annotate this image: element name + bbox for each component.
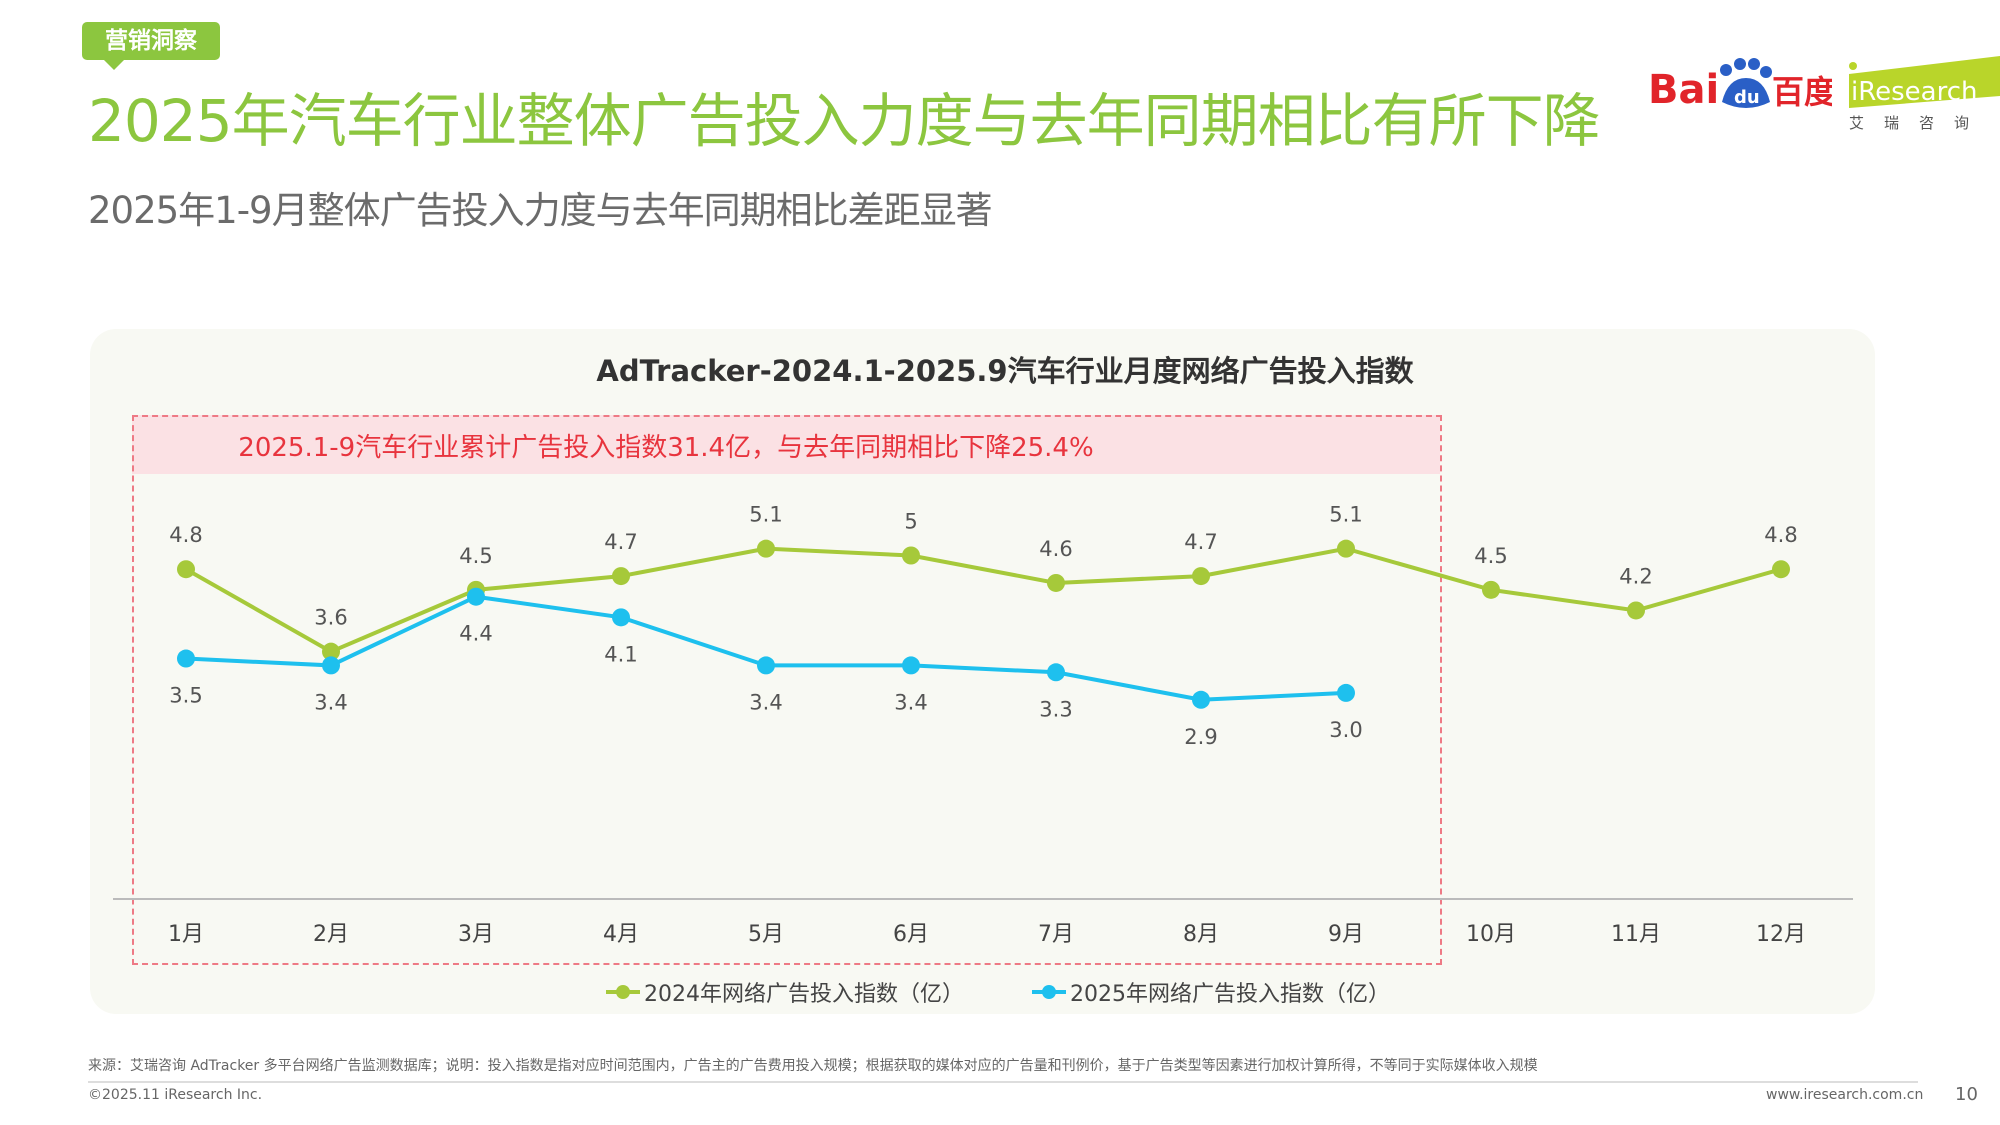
source-note: 来源：艾瑞咨询 AdTracker 多平台网络广告监测数据库；说明：投入指数是指… [88,1058,1538,1074]
data-label: 4.7 [1184,530,1217,554]
data-label: 3.5 [169,684,202,708]
data-point [612,608,630,627]
legend-item-2025: 2025年网络广告投入指数（亿） [1032,976,1390,1008]
page-number: 10 [1955,1084,1978,1105]
x-tick-label: 11月 [1611,922,1661,947]
data-label: 3.3 [1039,697,1072,721]
data-point [1337,683,1355,702]
data-point [1482,580,1500,599]
data-point [177,649,195,668]
data-point [757,539,775,558]
section-tag: 营销洞察 [82,22,220,70]
page-subtitle: 2025年1-9月整体广告投入力度与去年同期相比差距显著 [88,189,993,232]
data-label: 4.8 [1764,523,1797,547]
x-tick-label: 6月 [893,922,929,947]
x-tick-label: 5月 [748,922,784,947]
svg-text:百度: 百度 [1772,73,1832,111]
legend-label-2024: 2024年网络广告投入指数（亿） [644,982,964,1007]
data-point [467,587,485,606]
x-tick-label: 2月 [313,922,349,947]
chart-annotation: 2025.1-9汽车行业累计广告投入指数31.4亿，与去年同期相比下降25.4% [238,433,1094,463]
x-tick-label: 3月 [458,922,494,947]
website-link[interactable]: www.iresearch.com.cn [1766,1087,1924,1103]
copyright: ©2025.11 iResearch Inc. [88,1087,263,1103]
chart-title: AdTracker-2024.1-2025.9汽车行业月度网络广告投入指数 [596,354,1414,388]
svg-text:iResearch: iResearch [1851,77,1977,107]
data-label: 3.6 [314,606,347,630]
data-point [612,567,630,586]
legend-marker-2024 [606,985,640,999]
data-label: 4.4 [459,622,492,646]
iresearch-logo: iResearch 艾瑞咨询 [1849,56,2000,132]
data-label: 3.4 [749,690,782,714]
data-point [322,656,340,675]
data-label: 5.1 [749,503,782,527]
data-point [1047,663,1065,682]
data-label: 3.0 [1329,718,1362,742]
x-tick-label: 9月 [1328,922,1364,947]
data-label: 3.4 [894,690,927,714]
data-point [322,642,340,661]
data-point [1047,573,1065,592]
legend-marker-2025 [1032,985,1066,999]
data-point [1627,601,1645,620]
annotation-band [132,415,1440,474]
data-point [902,656,920,675]
series-line-0 [185,546,1782,654]
baidu-logo: Bai du 百度 [1648,58,1832,113]
page-title: 2025年汽车行业整体广告投入力度与去年同期相比有所下降 [88,87,1601,155]
x-tick-label: 7月 [1038,922,1074,947]
x-tick-label: 1月 [168,922,204,947]
data-point [757,656,775,675]
data-label: 2.9 [1184,725,1217,749]
data-point [1192,690,1210,709]
data-label: 4.8 [169,523,202,547]
svg-text:Bai: Bai [1648,67,1719,113]
svg-text:艾瑞咨询: 艾瑞咨询 [1849,114,1989,132]
data-label: 4.5 [459,544,492,568]
data-label: 3.4 [314,690,347,714]
data-point [1192,567,1210,586]
data-label: 5.1 [1329,503,1362,527]
data-label: 4.2 [1619,564,1652,588]
legend-label-2025: 2025年网络广告投入指数（亿） [1070,982,1390,1007]
footer-divider [88,1081,1918,1083]
x-tick-label: 4月 [603,922,639,947]
data-point [1337,539,1355,558]
data-label: 5 [904,510,917,534]
data-label: 4.1 [604,642,637,666]
series-line-1 [185,594,1347,702]
x-tick-label: 8月 [1183,922,1219,947]
highlight-box [132,415,1442,965]
data-point [1772,560,1790,579]
data-label: 4.5 [1474,544,1507,568]
data-label: 4.6 [1039,537,1072,561]
data-point [902,546,920,565]
x-tick-label: 12月 [1756,922,1806,947]
data-point [177,560,195,579]
legend-item-2024: 2024年网络广告投入指数（亿） [606,976,964,1008]
x-tick-label: 10月 [1466,922,1516,947]
svg-text:du: du [1734,87,1760,108]
data-label: 4.7 [604,530,637,554]
